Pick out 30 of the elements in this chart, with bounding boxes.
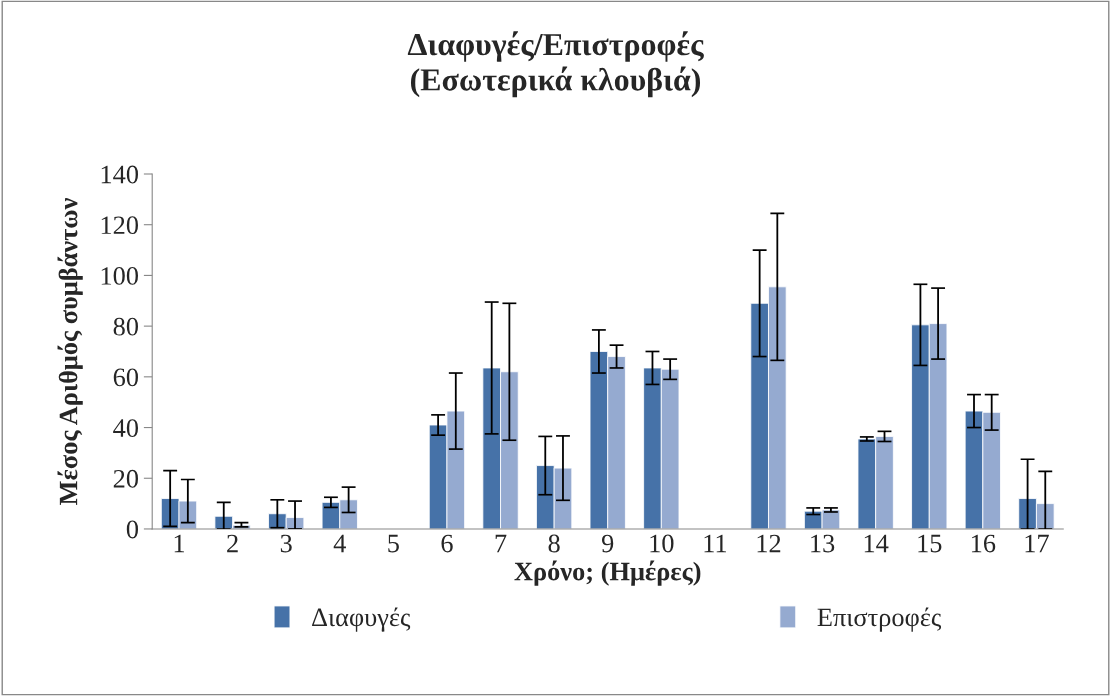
x-tick-label: 5 <box>388 534 399 553</box>
x-tick-label: 3 <box>280 534 292 553</box>
x-tick-label: 13 <box>811 534 835 553</box>
y-axis-title: Μέσος Αριθμός συμβάντων <box>57 197 83 505</box>
y-tick-label: 120 <box>101 216 139 235</box>
x-tick-label: 10 <box>650 534 674 553</box>
y-tick-label: 0 <box>126 520 139 539</box>
x-tick-label: 7 <box>495 534 507 553</box>
x-tick-label: 16 <box>971 534 996 553</box>
y-tick-label: 60 <box>113 368 139 387</box>
y-tick-label: 80 <box>113 317 139 336</box>
y-tick-label: 20 <box>113 469 139 488</box>
legend-label: Διαφυγές <box>312 607 411 632</box>
x-tick-label: 1 <box>174 534 185 553</box>
x-tick-label: 8 <box>548 534 560 553</box>
chart-title: Διαφυγές/Επιστροφές (Εσωτερικά κλουβιά) <box>407 31 704 98</box>
x-tick-label: 14 <box>864 534 889 553</box>
x-tick-label: 12 <box>757 534 781 553</box>
x-tick-label: 2 <box>227 534 238 553</box>
x-tick-label: 9 <box>601 534 614 553</box>
x-tick-label: 4 <box>333 534 346 553</box>
x-axis-title: Χρόνο; (Ημέρες) <box>514 560 701 586</box>
x-tick-label: 6 <box>441 534 453 553</box>
x-tick-label: 11 <box>704 534 727 553</box>
y-tick-label: 100 <box>101 267 139 285</box>
y-tick-label: 140 <box>101 165 139 184</box>
legend-label: Επιστροφές <box>817 607 942 632</box>
x-tick-label: 15 <box>918 534 942 553</box>
y-tick-label: 40 <box>113 419 139 437</box>
x-tick-label: 17 <box>1025 534 1049 553</box>
